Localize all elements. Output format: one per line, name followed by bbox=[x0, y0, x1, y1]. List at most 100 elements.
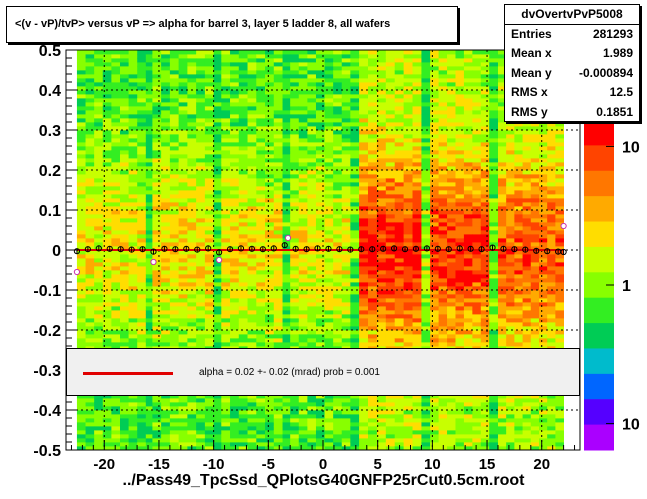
heatmap-cell bbox=[187, 182, 197, 187]
heatmap-cell bbox=[213, 58, 222, 63]
heatmap-cell bbox=[333, 322, 343, 327]
heatmap-cell bbox=[421, 442, 431, 447]
heatmap-cell bbox=[282, 410, 291, 415]
heatmap-cell bbox=[187, 306, 197, 311]
heatmap-cell bbox=[76, 234, 86, 239]
heatmap-cell bbox=[315, 210, 325, 215]
heatmap-cell bbox=[221, 102, 231, 107]
heatmap-cell bbox=[307, 178, 317, 183]
heatmap-cell bbox=[265, 250, 275, 255]
heatmap-cell bbox=[273, 330, 283, 335]
heatmap-cell bbox=[221, 314, 231, 319]
heatmap-cell bbox=[315, 134, 325, 139]
heatmap-cell bbox=[350, 266, 360, 271]
heatmap-cell bbox=[94, 90, 104, 95]
heatmap-cell bbox=[376, 238, 387, 243]
heatmap-cell bbox=[333, 142, 343, 147]
heatmap-cell bbox=[221, 162, 231, 167]
heatmap-cell bbox=[265, 102, 275, 107]
heatmap-cell bbox=[221, 338, 231, 343]
heatmap-cell bbox=[94, 330, 104, 335]
heatmap-cell bbox=[178, 266, 188, 271]
heatmap-cell bbox=[472, 258, 482, 263]
heatmap-cell bbox=[111, 90, 121, 95]
heatmap-cell bbox=[315, 326, 325, 331]
heatmap-cell bbox=[169, 250, 180, 255]
heatmap-cell bbox=[497, 246, 507, 251]
heatmap-cell bbox=[341, 174, 351, 179]
heatmap-cell bbox=[333, 246, 343, 251]
heatmap-cell bbox=[367, 142, 378, 147]
heatmap-cell bbox=[120, 322, 130, 327]
heatmap-cell bbox=[221, 186, 231, 191]
heatmap-cell bbox=[85, 58, 95, 63]
heatmap-cell bbox=[213, 182, 222, 187]
heatmap-cell bbox=[447, 226, 456, 231]
heatmap-cell bbox=[447, 66, 456, 71]
heatmap-cell bbox=[187, 202, 197, 207]
heatmap-cell bbox=[438, 50, 448, 55]
heatmap-cell bbox=[238, 426, 248, 431]
heatmap-cell bbox=[341, 194, 351, 199]
heatmap-cell bbox=[455, 426, 465, 431]
heatmap-cell bbox=[367, 138, 378, 143]
heatmap-cell bbox=[94, 442, 104, 447]
heatmap-cell bbox=[315, 206, 325, 211]
heatmap-cell bbox=[102, 70, 112, 75]
heatmap-cell bbox=[169, 82, 180, 87]
heatmap-cell bbox=[421, 418, 431, 423]
heatmap-cell bbox=[463, 182, 473, 187]
heatmap-cell bbox=[111, 62, 121, 67]
heatmap-cell bbox=[463, 318, 473, 323]
heatmap-cell bbox=[120, 318, 130, 323]
heatmap-cell bbox=[120, 170, 130, 175]
heatmap-cell bbox=[256, 394, 266, 399]
heatmap-cell bbox=[102, 194, 112, 199]
heatmap-cell bbox=[76, 210, 86, 215]
heatmap-cell bbox=[447, 222, 456, 227]
heatmap-cell bbox=[247, 270, 257, 275]
heatmap-cell bbox=[403, 438, 413, 443]
heatmap-cell bbox=[273, 66, 283, 71]
heatmap-cell bbox=[412, 186, 422, 191]
heatmap-cell bbox=[376, 146, 387, 151]
heatmap-cell bbox=[161, 98, 171, 103]
heatmap-cell bbox=[412, 210, 422, 215]
heatmap-cell bbox=[102, 170, 112, 175]
heatmap-cell bbox=[169, 106, 180, 111]
heatmap-cell bbox=[333, 226, 343, 231]
heatmap-cell bbox=[341, 394, 351, 399]
heatmap-cell bbox=[497, 206, 507, 211]
heatmap-cell bbox=[94, 74, 104, 79]
heatmap-cell bbox=[204, 238, 215, 243]
heatmap-cell bbox=[394, 238, 405, 243]
heatmap-cell bbox=[221, 302, 231, 307]
heatmap-cell bbox=[230, 254, 240, 259]
heatmap-cell bbox=[394, 62, 405, 67]
heatmap-cell bbox=[128, 178, 138, 183]
heatmap-cell bbox=[196, 434, 206, 439]
heatmap-cell bbox=[412, 278, 422, 283]
heatmap-cell bbox=[463, 258, 473, 263]
heatmap-cell bbox=[430, 394, 440, 399]
heatmap-cell bbox=[102, 406, 112, 411]
heatmap-cell bbox=[298, 150, 308, 155]
heatmap-cell bbox=[213, 134, 222, 139]
heatmap-cell bbox=[76, 90, 86, 95]
heatmap-cell bbox=[178, 230, 188, 235]
heatmap-cell bbox=[307, 162, 317, 167]
heatmap-cell bbox=[76, 54, 86, 59]
heatmap-cell bbox=[367, 326, 378, 331]
heatmap-cell bbox=[359, 278, 369, 283]
heatmap-cell bbox=[324, 198, 334, 203]
heatmap-cell bbox=[412, 122, 422, 127]
heatmap-cell bbox=[403, 98, 413, 103]
heatmap-cell bbox=[152, 326, 162, 331]
heatmap-cell bbox=[230, 322, 240, 327]
heatmap-cell bbox=[298, 86, 308, 91]
heatmap-cell bbox=[447, 150, 456, 155]
heatmap-cell bbox=[394, 50, 405, 55]
heatmap-cell bbox=[94, 186, 104, 191]
heatmap-cell bbox=[455, 190, 465, 195]
heatmap-cell bbox=[273, 154, 283, 159]
